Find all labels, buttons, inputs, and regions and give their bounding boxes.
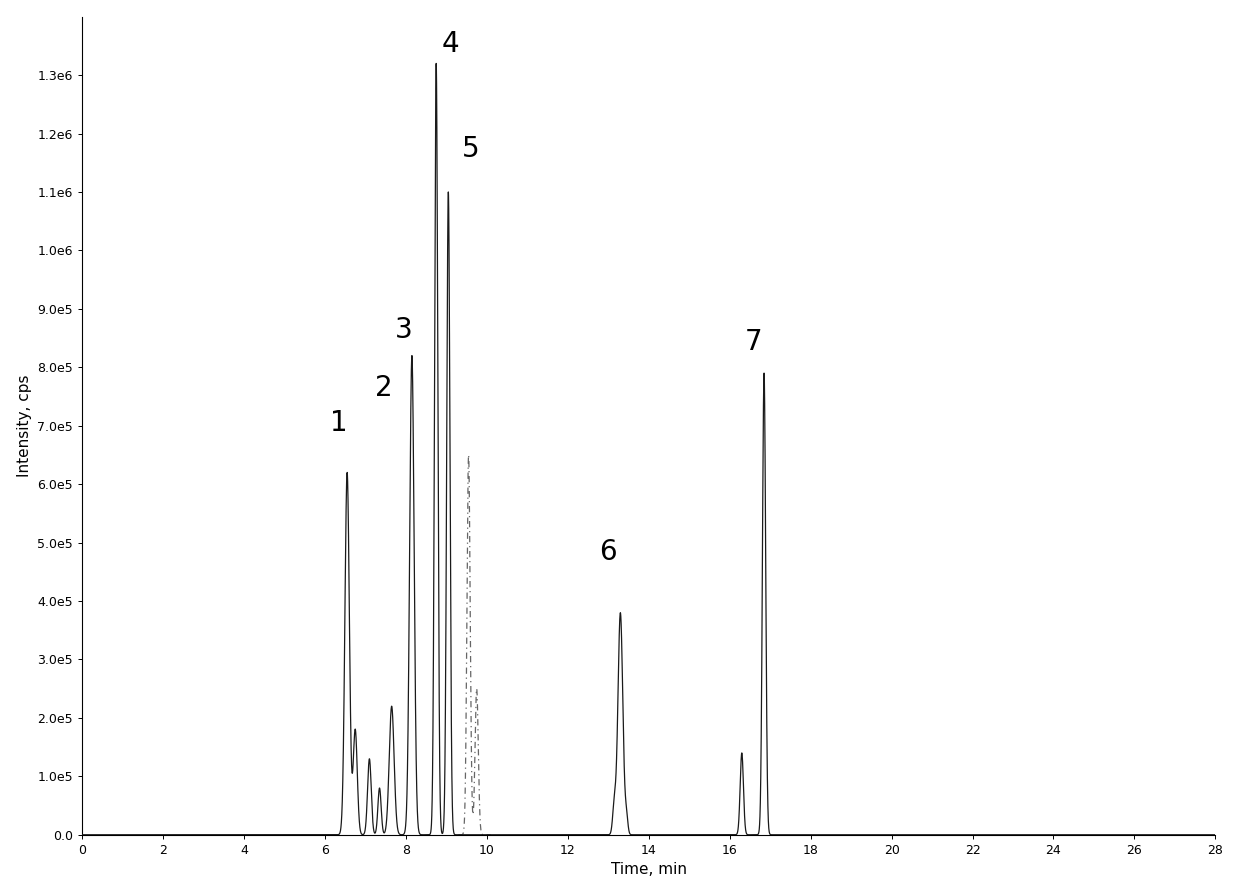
Text: 1: 1 — [330, 409, 348, 437]
Text: 2: 2 — [374, 375, 392, 402]
Y-axis label: Intensity, cps: Intensity, cps — [16, 375, 32, 477]
Text: 7: 7 — [745, 327, 763, 356]
Text: 4: 4 — [441, 30, 459, 57]
Text: 5: 5 — [461, 135, 480, 163]
X-axis label: Time, min: Time, min — [610, 863, 687, 877]
Text: 3: 3 — [394, 316, 413, 344]
Text: 6: 6 — [599, 538, 618, 566]
